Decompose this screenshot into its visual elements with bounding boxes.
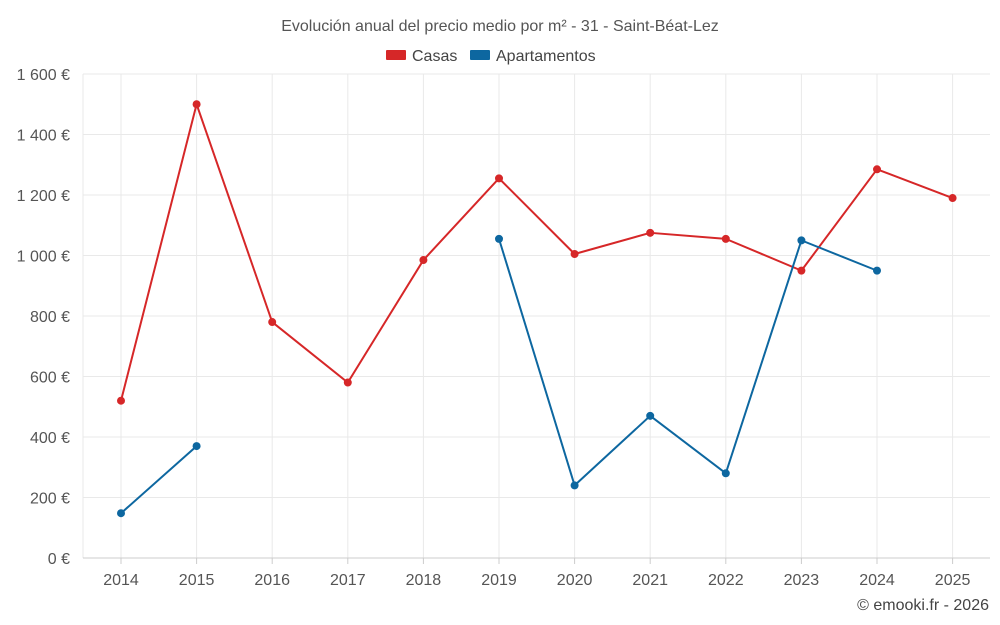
data-point-casas-2016[interactable] [268,318,277,327]
x-tick-label: 2017 [330,572,366,589]
x-tick-label: 2018 [406,572,442,589]
x-tick-label: 2025 [935,572,971,589]
data-point-apartamentos-2023[interactable] [797,236,806,245]
data-point-apartamentos-2015[interactable] [192,442,201,451]
data-point-casas-2019[interactable] [495,174,503,183]
y-tick-label: 800 € [30,309,70,326]
x-tick-label: 2022 [708,572,744,589]
legend-swatch-casas[interactable] [386,50,406,60]
legend-label-casas[interactable]: Casas [412,48,457,65]
x-tick-label: 2019 [481,572,517,589]
y-tick-label: 1 200 € [17,188,70,205]
series-line-apartamentos [120,445,198,514]
x-tick-label: 2023 [784,572,820,589]
data-point-casas-2015[interactable] [192,100,201,109]
series-apartamentos [117,234,881,518]
data-point-casas-2017[interactable] [343,378,352,387]
data-point-apartamentos-2019[interactable] [495,234,503,243]
data-point-apartamentos-2014[interactable] [117,509,125,518]
series-line-apartamentos [498,238,878,487]
data-point-casas-2014[interactable] [117,396,125,405]
series-layer [117,100,957,518]
series-casas [117,100,957,405]
data-point-casas-2020[interactable] [570,249,579,258]
x-tick-label: 2020 [557,572,593,589]
y-tick-label: 1 000 € [17,249,70,266]
legend-swatch-apartamentos[interactable] [470,50,490,60]
axes: 0 € 200 € 400 € 600 € 800 € 1 000 € 1 200 € 1 4… [17,67,990,589]
series-line-casas [120,103,953,401]
data-point-casas-2022[interactable] [721,234,730,243]
copyright-credit: © emooki.fr - 2026 [857,597,989,614]
y-tick-label: 200 € [30,491,70,508]
data-point-casas-2021[interactable] [646,228,655,237]
data-point-apartamentos-2024[interactable] [873,266,881,275]
chart-title: Evolución anual del precio medio por m² … [281,18,719,35]
x-tick-label: 2015 [179,572,215,589]
data-point-apartamentos-2021[interactable] [646,411,655,420]
data-point-casas-2018[interactable] [419,256,428,265]
data-point-casas-2025[interactable] [948,194,957,203]
y-tick-label: 400 € [30,430,70,447]
data-point-casas-2024[interactable] [873,165,881,174]
y-tick-label: 1 400 € [17,128,70,145]
gridlines [83,73,990,558]
x-tick-label: 2014 [103,572,139,589]
data-point-apartamentos-2022[interactable] [721,469,730,478]
data-point-casas-2023[interactable] [797,266,806,275]
x-tick-label: 2021 [632,572,668,589]
data-point-apartamentos-2020[interactable] [570,481,579,490]
y-tick-label: 1 600 € [17,67,70,84]
x-tick-label: 2024 [859,572,895,589]
y-tick-label: 600 € [30,370,70,387]
legend[interactable]: Casas Apartamentos [386,48,596,65]
x-tick-label: 2016 [254,572,290,589]
y-tick-label: 0 € [48,551,70,568]
legend-label-apartamentos: Apartamentos [496,48,596,65]
